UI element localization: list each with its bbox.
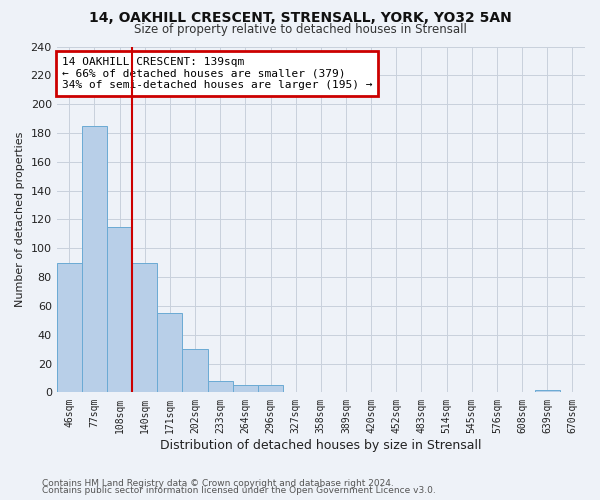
Bar [132,262,157,392]
Text: Contains HM Land Registry data © Crown copyright and database right 2024.: Contains HM Land Registry data © Crown c… [42,478,394,488]
Bar [182,349,208,393]
Bar [233,385,258,392]
Bar [535,390,560,392]
Bar [107,226,132,392]
Text: 14, OAKHILL CRESCENT, STRENSALL, YORK, YO32 5AN: 14, OAKHILL CRESCENT, STRENSALL, YORK, Y… [89,11,511,25]
Y-axis label: Number of detached properties: Number of detached properties [15,132,25,307]
Bar [258,385,283,392]
Bar [56,262,82,392]
Bar [208,381,233,392]
Text: 14 OAKHILL CRESCENT: 139sqm
← 66% of detached houses are smaller (379)
34% of se: 14 OAKHILL CRESCENT: 139sqm ← 66% of det… [62,57,373,90]
Bar [157,313,182,392]
Text: Size of property relative to detached houses in Strensall: Size of property relative to detached ho… [134,22,466,36]
Text: Contains public sector information licensed under the Open Government Licence v3: Contains public sector information licen… [42,486,436,495]
X-axis label: Distribution of detached houses by size in Strensall: Distribution of detached houses by size … [160,440,482,452]
Bar [82,126,107,392]
